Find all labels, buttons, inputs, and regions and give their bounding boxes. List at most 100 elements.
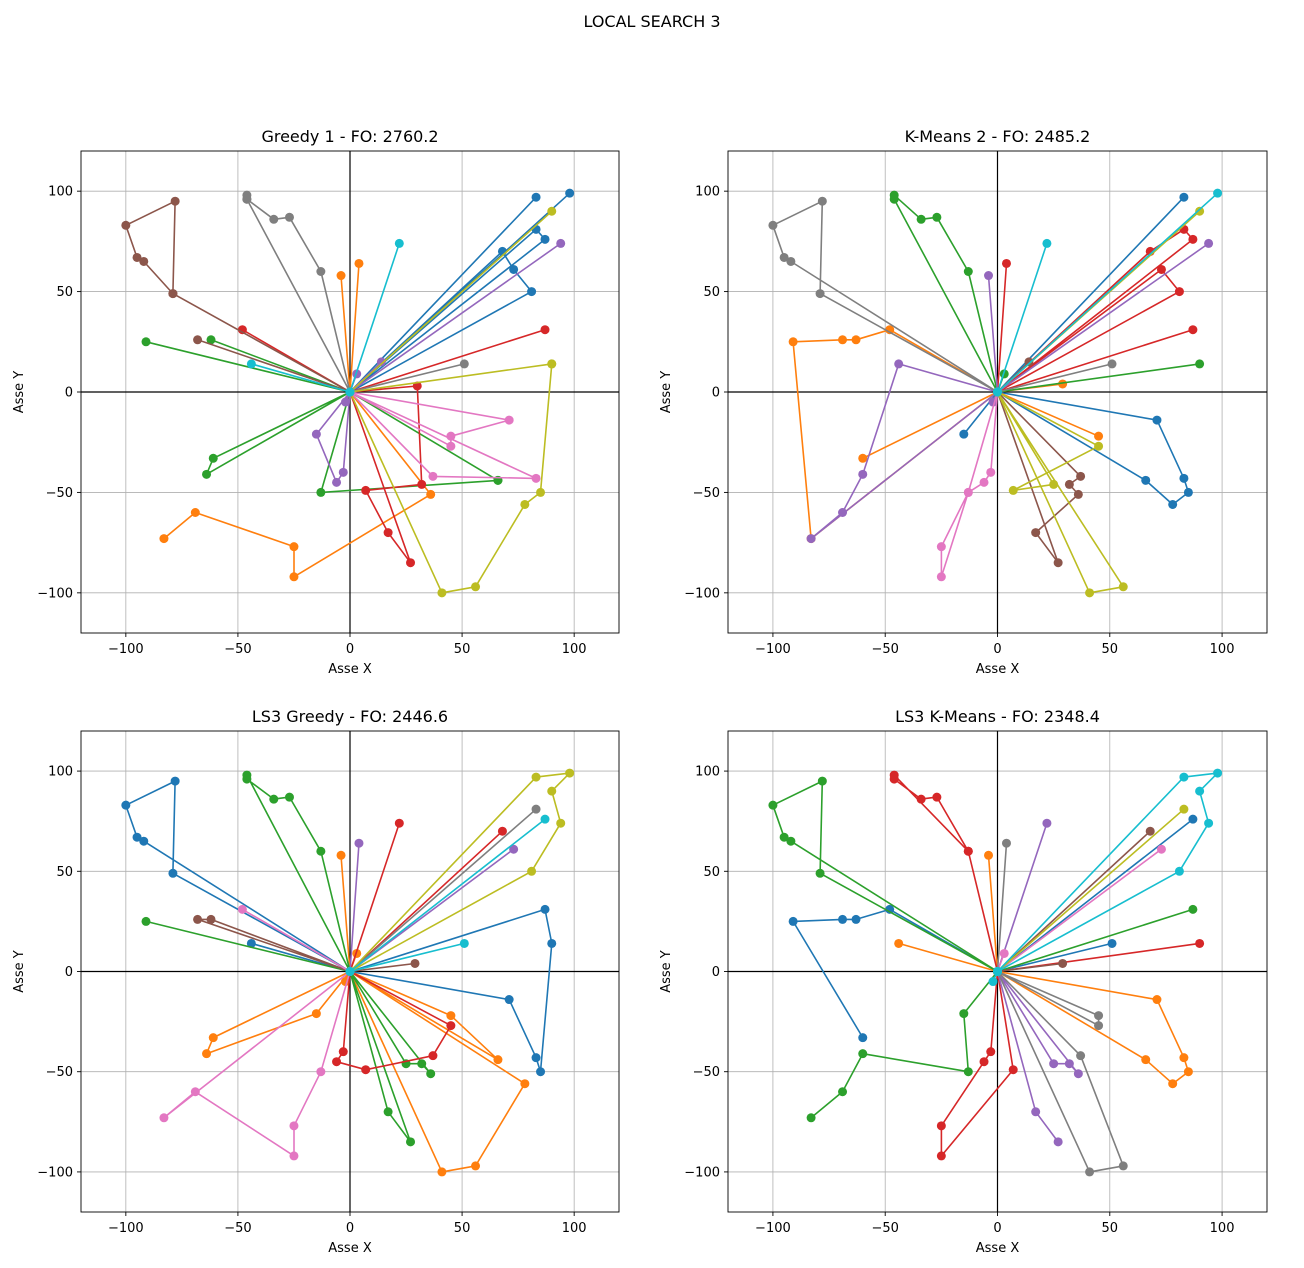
route-point	[497, 826, 507, 836]
route-point	[1188, 234, 1198, 244]
route-point	[1179, 192, 1189, 202]
route-point	[858, 469, 868, 479]
route-point	[1168, 499, 1178, 509]
route-point	[788, 916, 798, 926]
route-point	[788, 337, 798, 347]
route-point	[838, 508, 848, 517]
route-point	[332, 1057, 342, 1067]
route-point	[1213, 768, 1223, 778]
y-tick-label: −50	[46, 1065, 73, 1080]
route-point	[838, 1087, 848, 1097]
route-point	[493, 1055, 503, 1065]
route-point	[984, 271, 994, 281]
route-point	[1179, 772, 1189, 782]
route-point	[459, 359, 469, 369]
route-line-8	[772, 200, 1113, 393]
route-point	[963, 487, 973, 497]
route-point	[536, 1067, 546, 1077]
route-point	[428, 471, 438, 481]
route-point	[986, 1047, 996, 1057]
route-point	[858, 1049, 868, 1059]
route-point	[885, 904, 895, 914]
route-point	[986, 467, 996, 477]
route-point	[168, 289, 178, 299]
x-tick-label: 0	[993, 1221, 1001, 1236]
route-point	[139, 256, 149, 266]
route-point	[988, 977, 998, 987]
route-point	[383, 528, 393, 538]
route-point	[1031, 1107, 1041, 1117]
route-point	[361, 485, 371, 495]
route-point	[520, 499, 530, 509]
route-point	[1204, 238, 1214, 248]
x-tick-label: −50	[224, 1221, 251, 1236]
y-tick-label: −50	[693, 1065, 720, 1080]
subplot-title: K-Means 2 - FO: 2485.2	[905, 127, 1091, 146]
x-tick-label: 50	[454, 642, 471, 657]
route-point	[1049, 1059, 1059, 1069]
route-point	[889, 770, 899, 780]
route-point	[1141, 475, 1151, 485]
route-point	[984, 850, 994, 860]
route-point	[208, 1033, 218, 1043]
route-point	[979, 1057, 989, 1067]
x-axis-label: Asse X	[976, 1241, 1020, 1256]
route-point	[190, 1087, 200, 1097]
route-line-3	[772, 780, 1194, 1119]
route-point	[1141, 1055, 1151, 1065]
route-point	[565, 188, 575, 198]
x-axis-label: Asse X	[328, 1241, 372, 1256]
x-axis-label: Asse X	[328, 662, 372, 677]
x-tick-label: 100	[1210, 1221, 1235, 1236]
route-point	[289, 572, 299, 582]
route-point	[1049, 479, 1059, 489]
route-point	[311, 1009, 321, 1019]
route-point	[336, 850, 346, 860]
x-tick-label: 50	[1102, 642, 1119, 657]
route-point	[1076, 471, 1086, 481]
route-point	[354, 258, 364, 268]
route-point	[316, 846, 326, 856]
route-point	[963, 846, 973, 856]
subplot-title: LS3 K-Means - FO: 2348.4	[895, 707, 1100, 726]
route-point	[289, 1121, 299, 1131]
route-point	[838, 914, 848, 924]
route-point	[527, 866, 537, 876]
route-point	[894, 938, 904, 948]
figure-title: LOCAL SEARCH 3	[583, 12, 721, 31]
route-point	[779, 832, 789, 842]
route-point	[1107, 938, 1117, 948]
route-point	[170, 776, 180, 786]
route-point	[141, 916, 151, 926]
y-axis-label: Asse Y	[12, 950, 27, 993]
route-point	[1107, 359, 1117, 369]
y-tick-label: −100	[684, 1165, 720, 1180]
route-point	[1195, 786, 1205, 796]
route-point	[1053, 558, 1063, 568]
route-point	[851, 914, 861, 924]
y-tick-label: −100	[37, 586, 73, 601]
route-point	[547, 206, 557, 216]
route-point	[242, 194, 252, 204]
subplot-3: −100 −50 0 50 100 −100 −50 0 50 100 LS3 Greedy - F…	[12, 707, 620, 1256]
route-point	[1183, 1067, 1193, 1077]
route-line-7	[940, 391, 999, 578]
route-point	[1188, 814, 1198, 824]
route-point	[1168, 1079, 1178, 1089]
route-point	[540, 904, 550, 914]
route-point	[206, 335, 216, 345]
route-point	[999, 948, 1009, 958]
route-point	[1183, 487, 1193, 497]
route-point	[316, 1067, 326, 1077]
route-point	[190, 508, 200, 517]
route-point	[531, 473, 541, 483]
route-point	[817, 196, 827, 206]
route-point	[1152, 415, 1162, 425]
x-tick-label: −100	[755, 1221, 791, 1236]
route-point	[531, 1053, 541, 1063]
route-point	[246, 359, 256, 369]
route-point	[531, 192, 541, 202]
route-point	[1118, 1161, 1128, 1171]
route-line-10	[349, 818, 546, 973]
